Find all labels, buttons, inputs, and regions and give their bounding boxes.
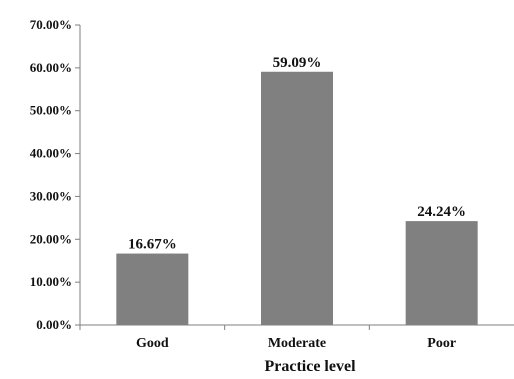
x-axis-title: Practice level — [264, 358, 356, 375]
y-tick-label: 60.00% — [30, 60, 72, 75]
y-tick-label: 0.00% — [36, 317, 72, 332]
x-tick-label-good: Good — [136, 336, 169, 351]
x-axis: Good Moderate Poor — [79, 324, 514, 351]
y-tick-label: 70.00% — [30, 17, 72, 32]
x-tick-label-moderate: Moderate — [268, 336, 326, 351]
y-tick-label: 40.00% — [30, 146, 72, 161]
data-label-moderate: 59.09% — [273, 55, 322, 71]
x-tick-label-poor: Poor — [427, 336, 456, 351]
y-axis: 0.00% 10.00% 20.00% 30.00% 40.00% 50.00% 60.00… — [30, 17, 81, 332]
bar-poor — [405, 221, 478, 325]
y-tick-label: 10.00% — [30, 274, 72, 289]
bar-moderate — [261, 71, 333, 325]
bars: 16.67% 59.09% 24.24% — [116, 55, 478, 325]
bar-good — [116, 253, 189, 325]
y-tick-label: 20.00% — [30, 231, 72, 246]
data-label-poor: 24.24% — [417, 204, 466, 220]
y-tick-label: 30.00% — [30, 188, 72, 203]
data-label-good: 16.67% — [128, 237, 177, 253]
y-tick-label: 50.00% — [30, 103, 72, 118]
